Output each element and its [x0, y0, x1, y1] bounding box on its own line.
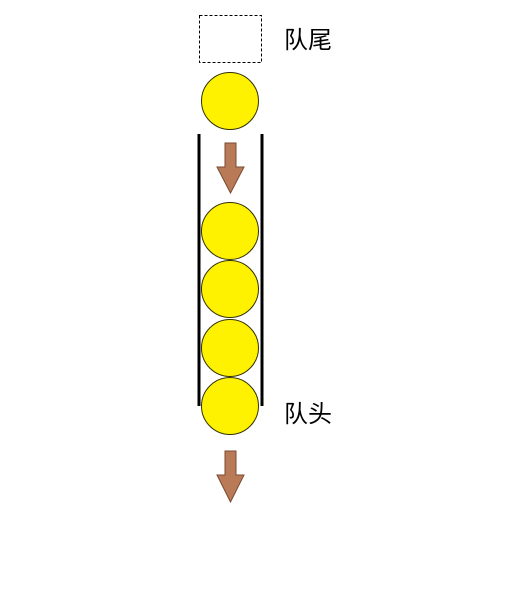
head-label: 队头 [284, 400, 332, 428]
incoming-ball [201, 72, 259, 130]
enqueue-arrow [216, 142, 245, 195]
tail-label: 队尾 [284, 26, 332, 54]
queued-ball-4 [201, 377, 259, 435]
dequeue-arrow [216, 450, 245, 504]
queued-ball-1 [201, 202, 259, 260]
empty-slot [199, 15, 262, 63]
queued-ball-2 [201, 260, 259, 318]
queued-ball-3 [201, 319, 259, 377]
